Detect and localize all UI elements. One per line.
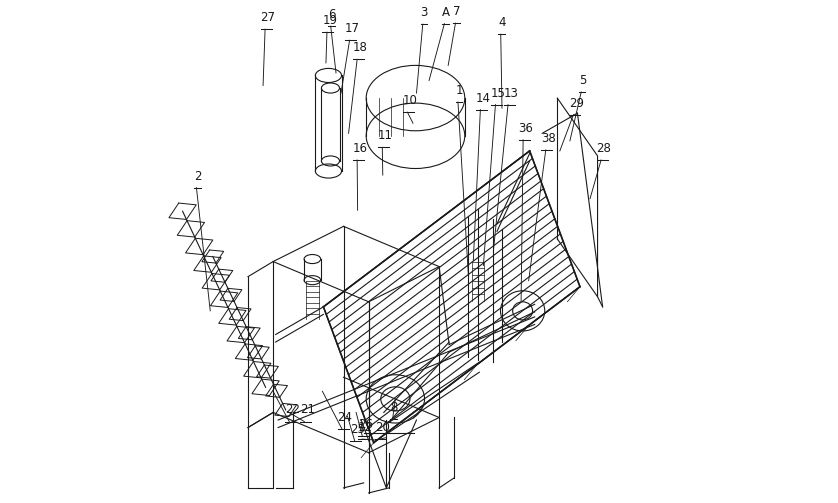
Text: 6: 6 — [328, 8, 336, 21]
Text: 10: 10 — [403, 94, 418, 107]
Text: 22: 22 — [285, 403, 300, 416]
Text: 12: 12 — [358, 421, 373, 434]
Text: 3: 3 — [421, 6, 428, 19]
Text: 8: 8 — [391, 401, 398, 414]
Text: 11: 11 — [378, 129, 393, 142]
Text: 5: 5 — [579, 74, 587, 87]
Text: A: A — [442, 6, 450, 19]
Text: 14: 14 — [476, 92, 491, 105]
Text: 15: 15 — [491, 87, 506, 100]
Text: 20: 20 — [375, 421, 391, 434]
Text: 18: 18 — [353, 41, 368, 54]
Text: 28: 28 — [597, 142, 612, 155]
Text: 24: 24 — [338, 411, 353, 424]
Text: 36: 36 — [519, 122, 534, 135]
Text: 26: 26 — [358, 417, 373, 431]
Text: 29: 29 — [569, 97, 584, 110]
Text: 17: 17 — [345, 22, 360, 35]
Text: 1: 1 — [456, 84, 463, 97]
Text: 21: 21 — [300, 403, 315, 416]
Text: 25: 25 — [350, 423, 365, 436]
Text: 19: 19 — [323, 14, 338, 27]
Text: 38: 38 — [541, 132, 556, 145]
Text: 13: 13 — [504, 87, 519, 100]
Text: 7: 7 — [453, 5, 461, 18]
Text: 4: 4 — [499, 16, 506, 29]
Text: 16: 16 — [353, 142, 368, 155]
Text: 27: 27 — [261, 11, 276, 24]
Text: 2: 2 — [194, 170, 202, 183]
